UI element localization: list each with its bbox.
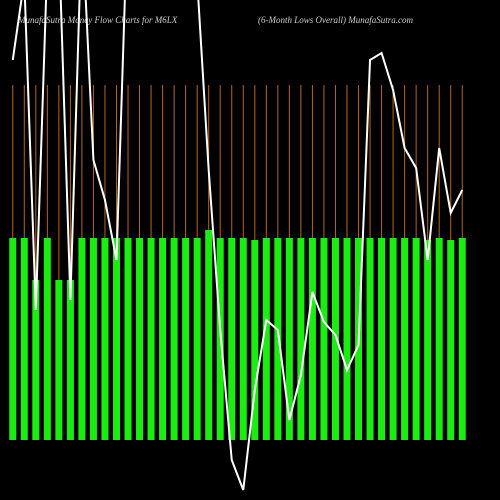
bar: [262, 238, 270, 440]
bar: [228, 238, 236, 440]
bar: [274, 238, 282, 440]
bar: [101, 238, 109, 440]
bar: [285, 238, 293, 440]
bar: [124, 238, 132, 440]
bar: [193, 238, 201, 440]
bar: [78, 238, 86, 440]
bar: [205, 230, 213, 440]
bar: [424, 240, 432, 440]
bar: [366, 238, 374, 440]
bar: [401, 238, 409, 440]
bar: [43, 238, 51, 440]
bar: [435, 238, 443, 440]
chart-subtitle: (6-Month Lows Overall) MunafaSutra.com: [258, 15, 413, 25]
bar: [55, 280, 63, 440]
bar: [182, 238, 190, 440]
bar: [9, 238, 17, 440]
bar: [147, 238, 155, 440]
bar: [251, 240, 259, 440]
bar: [447, 240, 455, 440]
bar: [136, 238, 144, 440]
bar: [297, 238, 305, 440]
bar: [389, 238, 397, 440]
bar: [378, 238, 386, 440]
bar: [412, 238, 420, 440]
money-flow-line: [11, 0, 464, 491]
bar: [331, 238, 339, 440]
chart-title: MunafaSutra Money Flow Charts for M6LX: [17, 15, 178, 25]
bar: [170, 238, 178, 440]
bar: [308, 238, 316, 440]
bar: [458, 238, 466, 440]
bar: [343, 238, 351, 440]
bar: [66, 280, 74, 440]
bar: [159, 238, 167, 440]
bar: [320, 238, 328, 440]
bar: [112, 238, 120, 440]
bar: [32, 280, 40, 440]
bar: [239, 238, 247, 440]
bar: [20, 238, 28, 440]
bar: [89, 238, 97, 440]
